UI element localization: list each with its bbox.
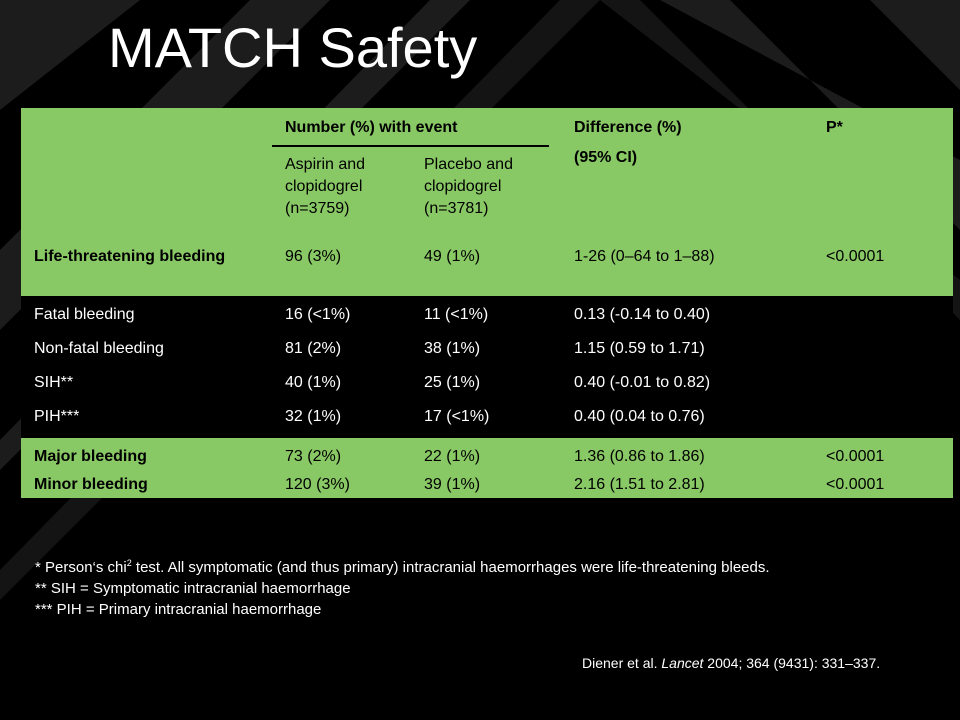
row-label: Fatal bleeding xyxy=(21,296,272,330)
row-difference: 0.13 (-0.14 to 0.40) xyxy=(561,296,813,330)
row-placebo: 39 (1%) xyxy=(411,472,561,498)
table-row: SIH** 40 (1%) 25 (1%) 0.40 (-0.01 to 0.8… xyxy=(21,364,953,398)
citation-authors: Diener et al. xyxy=(582,655,662,671)
header-placebo-line1: Placebo and xyxy=(424,156,513,173)
row-placebo: 49 (1%) xyxy=(411,236,561,296)
table-row: Fatal bleeding 16 (<1%) 11 (<1%) 0.13 (-… xyxy=(21,296,953,330)
page-title: MATCH Safety xyxy=(108,16,478,79)
row-p xyxy=(813,398,953,432)
row-label: SIH** xyxy=(21,364,272,398)
footnotes: * Person‘s chi2 test. All symptomatic (a… xyxy=(35,553,770,620)
citation-journal: Lancet xyxy=(661,655,704,671)
citation: Diener et al. Lancet 2004; 364 (9431): 3… xyxy=(582,655,946,671)
row-aspirin: 96 (3%) xyxy=(272,236,411,296)
table-row: Major bleeding 73 (2%) 22 (1%) 1.36 (0.8… xyxy=(21,438,953,472)
header-placebo-line2: clopidogrel xyxy=(424,178,502,195)
row-placebo: 38 (1%) xyxy=(411,330,561,364)
header-placebo-cell: Placebo and clopidogrel (n=3781) xyxy=(411,151,561,236)
header-difference-label: Difference (%) xyxy=(574,119,682,136)
header-aspirin-line3: (n=3759) xyxy=(285,200,350,217)
subheader-empty-cell xyxy=(21,151,272,236)
header-ci-label: (95% CI) xyxy=(574,149,638,166)
footnote-1-text-b: test. All symptomatic (and thus primary)… xyxy=(131,559,770,576)
row-difference: 0.40 (0.04 to 0.76) xyxy=(561,398,813,432)
header-number-suffix: with event xyxy=(379,119,458,136)
row-label: Major bleeding xyxy=(21,438,272,472)
header-difference-cell: Difference (%) (95% CI) xyxy=(561,108,813,236)
row-aspirin: 120 (3%) xyxy=(272,472,411,498)
row-label: PIH*** xyxy=(21,398,272,432)
safety-table: Number (%) with event Difference (%) (95… xyxy=(21,108,953,498)
row-p xyxy=(813,330,953,364)
footnote-1-superscript: 2 xyxy=(126,558,132,568)
row-aspirin: 40 (1%) xyxy=(272,364,411,398)
row-p: <0.0001 xyxy=(813,236,953,296)
header-group-underline xyxy=(272,145,549,147)
row-aspirin: 81 (2%) xyxy=(272,330,411,364)
header-placebo-line3: (n=3781) xyxy=(424,200,489,217)
row-placebo: 25 (1%) xyxy=(411,364,561,398)
row-placebo: 11 (<1%) xyxy=(411,296,561,330)
row-p: <0.0001 xyxy=(813,472,953,498)
row-difference: 1.15 (0.59 to 1.71) xyxy=(561,330,813,364)
row-label: Life-threatening bleeding xyxy=(21,236,272,296)
table-gap-row xyxy=(21,432,953,438)
footnote-1-text-a: * Person‘s chi xyxy=(35,559,127,576)
footnote-2: ** SIH = Symptomatic intracranial haemor… xyxy=(35,580,351,597)
table-row: PIH*** 32 (1%) 17 (<1%) 0.40 (0.04 to 0.… xyxy=(21,398,953,432)
row-label: Minor bleeding xyxy=(21,472,272,498)
table-row: Minor bleeding 120 (3%) 39 (1%) 2.16 (1.… xyxy=(21,472,953,498)
header-aspirin-cell: Aspirin and clopidogrel (n=3759) xyxy=(272,151,411,236)
table-subheader-row: Aspirin and clopidogrel (n=3759) Placebo… xyxy=(21,151,953,236)
row-aspirin: 16 (<1%) xyxy=(272,296,411,330)
row-difference: 2.16 (1.51 to 2.81) xyxy=(561,472,813,498)
table-header-row: Number (%) with event Difference (%) (95… xyxy=(21,108,953,236)
header-aspirin-line2: clopidogrel xyxy=(285,178,363,195)
row-difference: 1.36 (0.86 to 1.86) xyxy=(561,438,813,472)
gap-cell xyxy=(21,432,953,438)
header-p-cell: P* xyxy=(813,108,953,236)
footnote-3: *** PIH = Primary intracranial haemorrha… xyxy=(35,601,322,618)
row-difference: 0.40 (-0.01 to 0.82) xyxy=(561,364,813,398)
header-number-label: Number (%) xyxy=(285,119,375,136)
row-aspirin: 73 (2%) xyxy=(272,438,411,472)
table-row: Non-fatal bleeding 81 (2%) 38 (1%) 1.15 … xyxy=(21,330,953,364)
row-placebo: 17 (<1%) xyxy=(411,398,561,432)
citation-details: 2004; 364 (9431): 331–337. xyxy=(703,655,881,671)
header-empty-cell xyxy=(21,108,272,151)
footnote-1: * Person‘s chi2 test. All symptomatic (a… xyxy=(35,553,770,578)
row-p: <0.0001 xyxy=(813,438,953,472)
row-p xyxy=(813,364,953,398)
header-aspirin-line1: Aspirin and xyxy=(285,156,366,173)
table-row: Life-threatening bleeding 96 (3%) 49 (1%… xyxy=(21,236,953,296)
row-label: Non-fatal bleeding xyxy=(21,330,272,364)
row-p xyxy=(813,296,953,330)
row-difference: 1-26 (0–64 to 1–88) xyxy=(561,236,813,296)
row-placebo: 22 (1%) xyxy=(411,438,561,472)
row-aspirin: 32 (1%) xyxy=(272,398,411,432)
header-p-label: P* xyxy=(826,119,843,136)
header-group-cell: Number (%) with event xyxy=(272,108,561,151)
